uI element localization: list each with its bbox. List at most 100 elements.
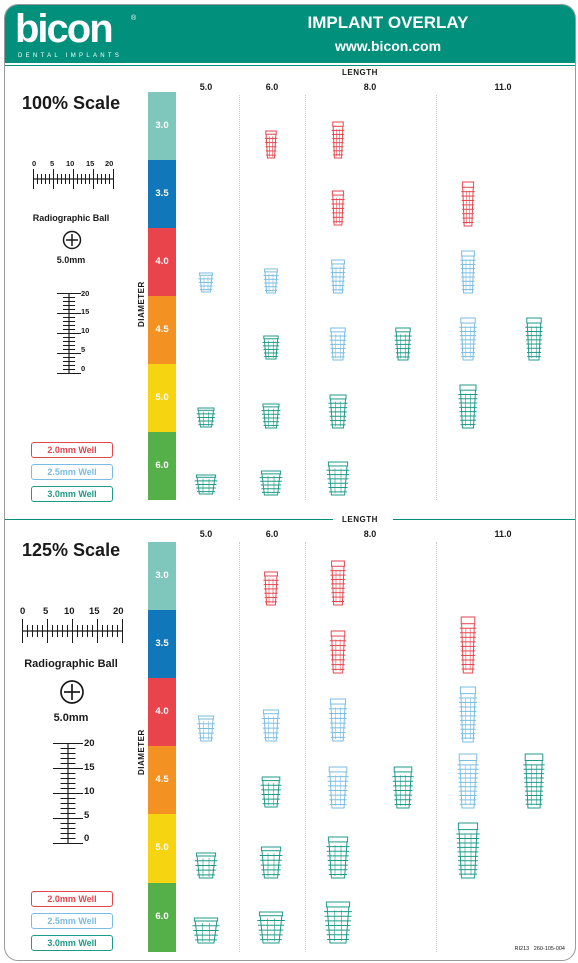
horizontal-ruler-100 <box>33 169 114 189</box>
length-col-11-0: 11.0 <box>494 529 512 539</box>
ruler-tick-label: 5 <box>50 159 55 168</box>
ruler-tick-label: 15 <box>84 762 95 773</box>
radiographic-ball-icon <box>62 230 82 250</box>
scale-title-125: 125% Scale <box>22 540 121 560</box>
length-col-8-0: 8.0 <box>363 529 377 539</box>
implant-outline <box>459 616 477 674</box>
implant-outline <box>264 130 278 159</box>
legend-2-0mm-well: 2.0mm Well <box>31 442 113 458</box>
implant-outline <box>324 901 352 944</box>
grid-line <box>239 542 240 952</box>
ruler-tick-label: 15 <box>89 606 100 617</box>
footer-code-ri: RI213 <box>514 946 530 952</box>
radiographic-ball-label: Radiographic Ball <box>24 658 118 670</box>
registered-mark: ® <box>131 15 137 22</box>
implant-outline <box>197 715 215 742</box>
legend-2-5mm-well: 2.5mm Well <box>31 913 113 929</box>
diameter-4-5: 4.5 <box>148 296 176 364</box>
page-title: IMPLANT OVERLAY <box>307 13 469 32</box>
radiographic-ball-icon <box>60 680 84 704</box>
ruler-tick-label: 0 <box>81 364 86 373</box>
grid-line <box>436 542 437 952</box>
implant-outline <box>328 698 348 742</box>
ruler-tick-label: 5 <box>43 606 49 617</box>
ruler-tick-label: 20 <box>113 606 124 617</box>
diameter-4-0: 4.0 <box>148 678 176 746</box>
footer-code-part: 260-105-004 <box>533 946 565 952</box>
implant-outline <box>458 686 478 743</box>
implant-outline <box>257 911 285 944</box>
implant-outline <box>329 327 347 361</box>
logo-wordmark: bicon <box>15 7 114 51</box>
implant-outline <box>330 560 346 606</box>
legend-3-0mm-well: 3.0mm Well <box>31 486 113 502</box>
implant-outline <box>525 317 543 361</box>
implant-outline <box>194 474 218 495</box>
legend-2-0mm-well: 2.0mm Well <box>31 891 113 907</box>
implant-outline <box>263 268 279 294</box>
implant-outline <box>194 852 218 879</box>
implant-outline <box>192 917 220 944</box>
length-col-5-0: 5.0 <box>199 529 213 539</box>
length-col-6-0: 6.0 <box>265 529 279 539</box>
ruler-tick-label: 15 <box>86 159 95 168</box>
vertical-ruler-100 <box>57 293 81 374</box>
diameter-4-5: 4.5 <box>148 746 176 814</box>
ruler-tick-label: 0 <box>20 606 26 617</box>
diameter-3-5: 3.5 <box>148 610 176 678</box>
ruler-tick-label: 10 <box>64 606 75 617</box>
length-col-11-0: 11.0 <box>494 82 512 92</box>
bicon-logo: bicon ® DENTAL IMPLANTS <box>15 7 137 60</box>
implant-outline <box>327 766 349 809</box>
radiographic-ball-size: 5.0mm <box>53 712 89 724</box>
implant-outlines-100 <box>194 121 543 496</box>
implant-outline <box>261 403 281 429</box>
ruler-tick-label: 20 <box>84 738 95 749</box>
implant-outline <box>329 630 347 674</box>
implant-outline <box>457 753 479 809</box>
implant-outline <box>523 753 545 809</box>
implant-outline <box>331 121 345 159</box>
ruler-tick-label: 0 <box>32 159 37 168</box>
website-link[interactable]: www.bicon.com <box>334 38 442 54</box>
length-axis-label-bottom: LENGTH <box>342 515 378 524</box>
implant-outline <box>328 394 348 429</box>
diameter-5-0: 5.0 <box>148 364 176 432</box>
implant-outline <box>263 571 279 606</box>
grid-line <box>239 95 240 500</box>
implant-outline <box>461 181 475 227</box>
diameter-3-5: 3.5 <box>148 160 176 228</box>
legend-3-0mm-well: 3.0mm Well <box>31 935 113 951</box>
radiographic-ball-label: Radiographic Ball <box>32 213 110 223</box>
ruler-tick-label: 0 <box>84 833 90 844</box>
implant-outline <box>196 407 216 428</box>
grid-line <box>305 542 306 952</box>
implant-outline <box>259 846 283 879</box>
implant-outline <box>459 317 477 361</box>
implant-outlines-125 <box>192 560 545 944</box>
implant-outline <box>392 766 414 809</box>
ruler-tick-label: 15 <box>81 307 90 316</box>
length-col-8-0: 8.0 <box>363 82 377 92</box>
implant-outline <box>262 335 280 360</box>
implant-outline <box>456 822 480 879</box>
length-col-5-0: 5.0 <box>199 82 213 92</box>
implant-outline <box>460 250 476 294</box>
diameter-3-0: 3.0 <box>148 92 176 160</box>
implant-outline <box>259 470 283 496</box>
header-rule <box>5 65 575 66</box>
ruler-tick-label: 10 <box>84 786 95 797</box>
ruler-tick-label: 5 <box>81 345 86 354</box>
implant-outline <box>260 776 282 808</box>
horizontal-ruler-125 <box>22 619 123 643</box>
scale-title-100: 100% Scale <box>22 93 121 113</box>
implant-outline <box>330 259 346 294</box>
grid-line <box>305 95 306 500</box>
ruler-tick-label: 10 <box>66 159 75 168</box>
implant-outline <box>326 836 350 879</box>
implant-outline <box>331 190 345 226</box>
length-axis-label-top: LENGTH <box>342 68 378 77</box>
implant-outline <box>326 461 350 496</box>
diameter-4-0: 4.0 <box>148 228 176 296</box>
radiographic-ball-size: 5.0mm <box>56 255 86 265</box>
